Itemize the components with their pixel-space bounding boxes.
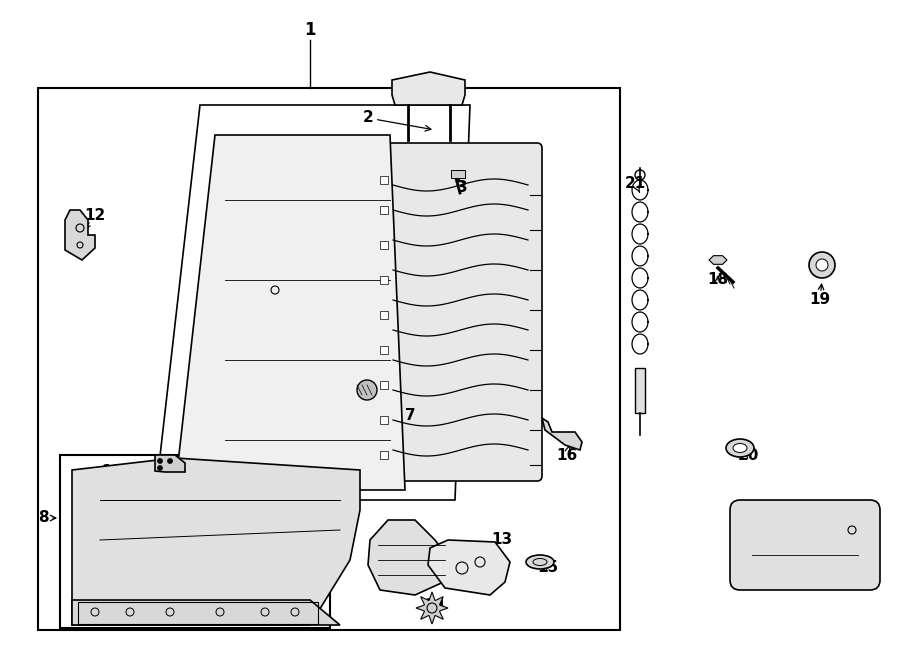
Text: 21: 21 — [625, 176, 645, 190]
Ellipse shape — [726, 439, 754, 457]
Bar — [380, 346, 388, 354]
Circle shape — [158, 459, 163, 463]
Text: 15: 15 — [537, 561, 559, 576]
Text: 4: 4 — [417, 537, 428, 553]
Polygon shape — [368, 520, 450, 595]
Polygon shape — [72, 600, 340, 625]
FancyBboxPatch shape — [377, 143, 542, 481]
Bar — [380, 311, 388, 319]
Text: 14: 14 — [425, 598, 446, 613]
Text: 18: 18 — [707, 272, 729, 288]
Polygon shape — [360, 145, 540, 480]
Text: 12: 12 — [85, 208, 105, 223]
Bar — [451, 170, 465, 178]
Bar — [78, 602, 318, 624]
Text: 10: 10 — [102, 465, 122, 479]
Bar — [38, 88, 620, 630]
Polygon shape — [542, 418, 582, 450]
Text: 13: 13 — [491, 533, 513, 547]
Bar — [60, 455, 330, 628]
Text: 7: 7 — [405, 407, 415, 422]
Polygon shape — [72, 458, 360, 625]
Ellipse shape — [733, 444, 747, 453]
Text: 6: 6 — [376, 389, 387, 403]
Text: 5: 5 — [335, 412, 346, 428]
Bar — [380, 451, 388, 459]
Bar — [380, 416, 388, 424]
Bar — [380, 206, 388, 214]
Bar — [380, 381, 388, 389]
Text: 2: 2 — [363, 110, 374, 126]
Ellipse shape — [526, 555, 554, 569]
FancyBboxPatch shape — [730, 500, 880, 590]
Text: 8: 8 — [38, 510, 49, 525]
Bar — [380, 276, 388, 284]
Circle shape — [816, 259, 828, 271]
Polygon shape — [428, 540, 510, 595]
Bar — [635, 368, 645, 413]
Circle shape — [357, 380, 377, 400]
Bar — [380, 176, 388, 184]
Polygon shape — [155, 455, 185, 472]
Text: 16: 16 — [556, 447, 578, 463]
Bar — [380, 241, 388, 249]
Text: 1: 1 — [304, 21, 316, 39]
Text: 19: 19 — [809, 293, 831, 307]
Text: 17: 17 — [799, 570, 821, 586]
Text: 11: 11 — [112, 572, 133, 588]
Polygon shape — [416, 592, 448, 624]
Circle shape — [167, 459, 173, 463]
Circle shape — [809, 252, 835, 278]
Text: 9: 9 — [107, 514, 117, 529]
Polygon shape — [65, 210, 95, 260]
Text: 20: 20 — [737, 447, 759, 463]
Polygon shape — [709, 256, 727, 264]
Circle shape — [158, 465, 163, 471]
Polygon shape — [392, 72, 465, 105]
Text: 3: 3 — [456, 180, 467, 196]
Polygon shape — [175, 135, 405, 490]
